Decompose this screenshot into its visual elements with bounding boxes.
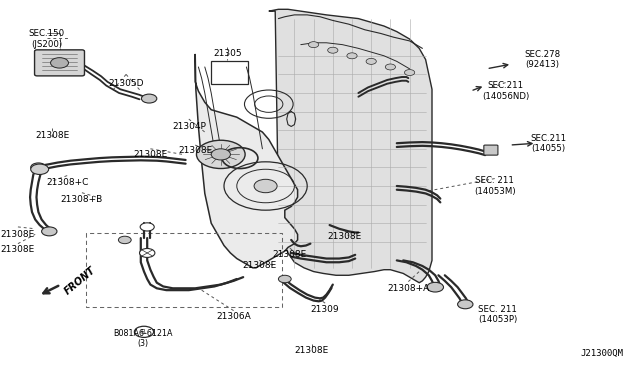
Text: FRONT: FRONT bbox=[63, 265, 97, 296]
Text: SEC. 211
(14053P): SEC. 211 (14053P) bbox=[478, 305, 518, 324]
Text: 21308E: 21308E bbox=[1, 245, 35, 254]
Circle shape bbox=[141, 94, 157, 103]
Circle shape bbox=[140, 223, 154, 231]
Text: 21305D: 21305D bbox=[108, 79, 144, 88]
Circle shape bbox=[404, 70, 415, 76]
Text: J21300QM: J21300QM bbox=[580, 349, 623, 358]
Text: 21306A: 21306A bbox=[216, 312, 251, 321]
Circle shape bbox=[211, 149, 230, 160]
Polygon shape bbox=[269, 9, 432, 283]
Text: 21304P: 21304P bbox=[172, 122, 205, 131]
Text: 21309: 21309 bbox=[311, 305, 339, 314]
FancyBboxPatch shape bbox=[484, 145, 498, 155]
Circle shape bbox=[134, 326, 154, 337]
Circle shape bbox=[278, 275, 291, 283]
Text: 21308E: 21308E bbox=[294, 346, 329, 355]
Text: 21308E: 21308E bbox=[242, 262, 276, 270]
Polygon shape bbox=[195, 54, 298, 268]
Circle shape bbox=[366, 58, 376, 64]
Text: SEC. 211
(14053M): SEC. 211 (14053M) bbox=[474, 176, 516, 196]
Text: SEC.150
(JS200): SEC.150 (JS200) bbox=[29, 29, 65, 49]
Text: 21308E: 21308E bbox=[133, 150, 168, 159]
Circle shape bbox=[42, 227, 57, 236]
Text: 21308E: 21308E bbox=[1, 230, 35, 239]
Text: SEC.278
(92413): SEC.278 (92413) bbox=[525, 50, 561, 69]
Text: 21308+A: 21308+A bbox=[387, 284, 429, 293]
Text: SEC.211
(14055): SEC.211 (14055) bbox=[531, 134, 566, 153]
Circle shape bbox=[308, 42, 319, 48]
Text: 21308E: 21308E bbox=[178, 146, 212, 155]
Circle shape bbox=[31, 163, 46, 172]
Text: 21305: 21305 bbox=[213, 49, 241, 58]
Circle shape bbox=[458, 300, 473, 309]
Circle shape bbox=[140, 248, 155, 257]
Text: 21308E: 21308E bbox=[35, 131, 70, 140]
FancyBboxPatch shape bbox=[35, 50, 84, 76]
Circle shape bbox=[385, 64, 396, 70]
Text: 21308E: 21308E bbox=[273, 250, 307, 259]
Text: 21308E: 21308E bbox=[327, 232, 362, 241]
Bar bbox=[211, 61, 248, 84]
Circle shape bbox=[347, 53, 357, 59]
Circle shape bbox=[328, 47, 338, 53]
Text: 21308+C: 21308+C bbox=[46, 178, 88, 187]
Text: SEC.211
(14056ND): SEC.211 (14056ND) bbox=[482, 81, 529, 101]
Circle shape bbox=[254, 179, 277, 193]
Circle shape bbox=[196, 140, 245, 169]
Circle shape bbox=[118, 236, 131, 244]
Text: B: B bbox=[140, 329, 145, 335]
Text: 21308+B: 21308+B bbox=[61, 195, 103, 203]
Circle shape bbox=[31, 164, 49, 174]
Text: B081A6-6121A
(3): B081A6-6121A (3) bbox=[113, 329, 172, 348]
Circle shape bbox=[427, 282, 444, 292]
Circle shape bbox=[51, 58, 68, 68]
